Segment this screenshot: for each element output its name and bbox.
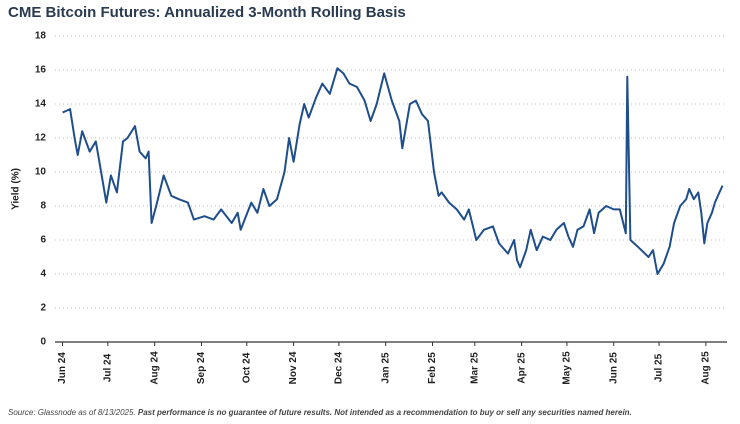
x-tick-label: Jan 25 [380, 352, 391, 384]
y-tick-label: 18 [35, 31, 47, 42]
y-axis-label: Yield (%) [11, 168, 22, 210]
y-tick-label: 10 [35, 167, 47, 178]
source: Source: Glassnode as of 8/13/2025. [8, 408, 136, 417]
y-tick-label: 2 [40, 303, 46, 314]
y-tick-label: 12 [35, 133, 47, 144]
x-tick-label: Apr 25 [516, 352, 527, 384]
x-tick-label: Oct 24 [241, 352, 252, 383]
y-tick-label: 4 [40, 269, 46, 280]
y-tick-label: 14 [35, 99, 47, 110]
x-tick-label: Jun 24 [57, 352, 68, 384]
x-tick-label: Nov 24 [288, 351, 299, 384]
line-series [62, 67, 724, 275]
x-tick-label: Feb 25 [427, 352, 438, 384]
x-tick-label: Jun 25 [608, 352, 619, 384]
chart-title: CME Bitcoin Futures: Annualized 3-Month … [8, 4, 406, 21]
y-tick-label: 0 [40, 337, 46, 348]
y-tick-label: 6 [40, 235, 46, 246]
x-tick-label: Jul 24 [102, 353, 113, 382]
x-tick-label: May 25 [562, 351, 573, 385]
disclaimer: Past performance is no guarantee of futu… [138, 408, 632, 417]
x-tick-label: Dec 24 [334, 351, 345, 384]
y-tick-label: 8 [40, 201, 46, 212]
x-tick-label: Aug 24 [149, 351, 160, 385]
x-tick-label: Aug 25 [700, 351, 711, 385]
source-note: Source: Glassnode as of 8/13/2025. Past … [8, 408, 632, 417]
y-tick-label: 16 [35, 65, 47, 76]
x-tick-label: Jul 25 [654, 353, 665, 382]
x-tick-label: Sep 24 [196, 351, 207, 384]
x-tick-label: Mar 25 [469, 352, 480, 384]
